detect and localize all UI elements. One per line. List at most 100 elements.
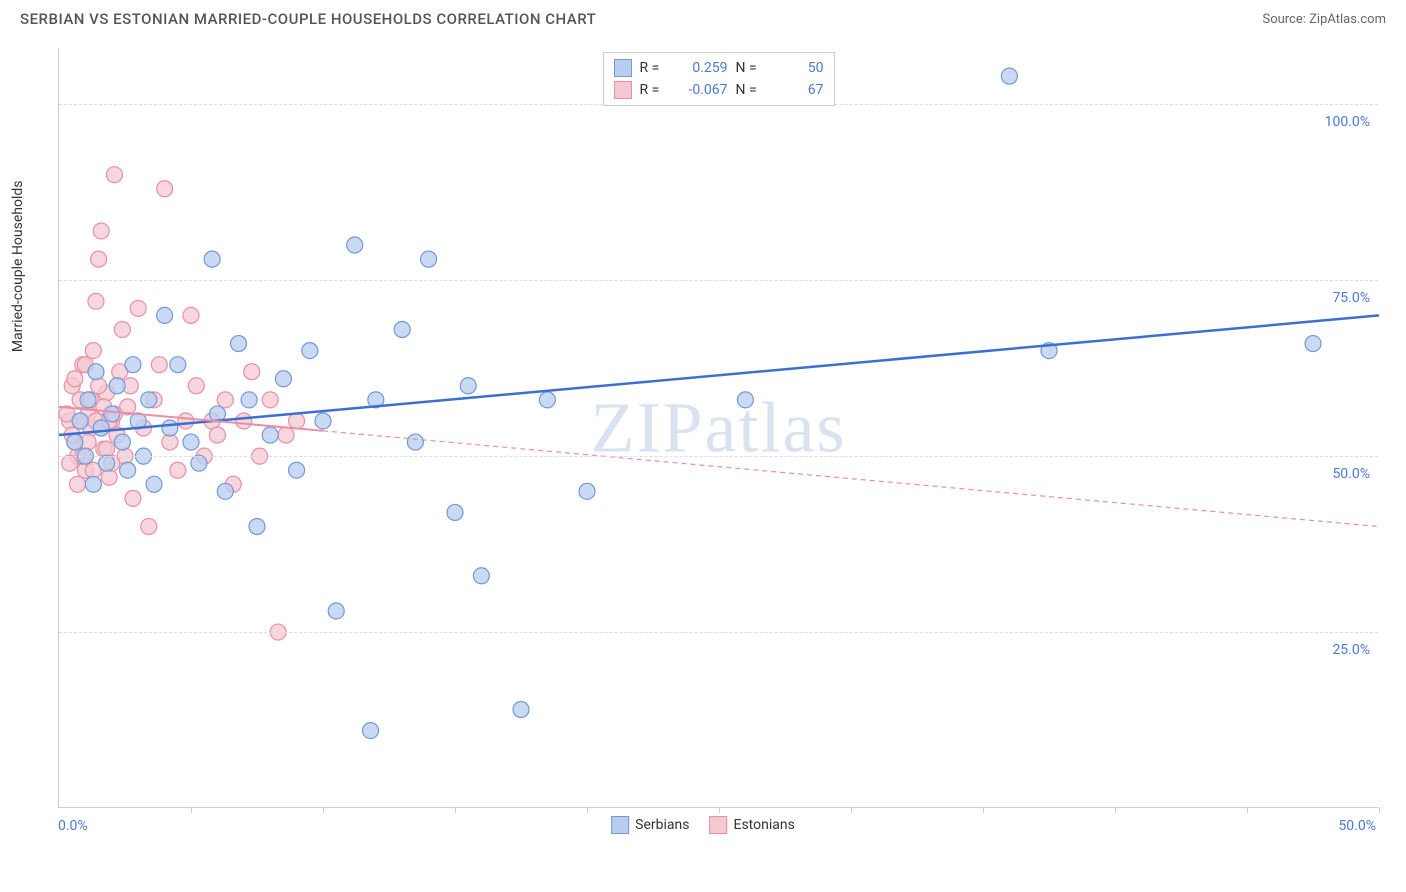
data-point: [85, 343, 101, 359]
data-point: [85, 476, 101, 492]
data-point: [231, 336, 247, 352]
y-tick-label: 25.0%: [1332, 642, 1370, 658]
data-point: [125, 490, 141, 506]
x-tick: [455, 807, 456, 813]
data-point: [141, 519, 157, 535]
data-point: [178, 413, 194, 429]
data-point: [93, 420, 109, 436]
data-point: [93, 223, 109, 239]
x-tick: [1247, 807, 1248, 813]
data-point: [579, 483, 595, 499]
data-point: [289, 462, 305, 478]
y-tick-label: 75.0%: [1332, 290, 1370, 306]
x-tick: [719, 807, 720, 813]
data-point: [278, 427, 294, 443]
data-point: [394, 321, 410, 337]
source-label: Source: ZipAtlas.com: [1262, 12, 1386, 27]
y-tick-label: 100.0%: [1325, 114, 1370, 130]
data-point: [120, 462, 136, 478]
data-point: [114, 434, 130, 450]
scatter-svg: [59, 48, 1378, 807]
y-axis-title: Married-couple Households: [10, 180, 26, 352]
data-point: [315, 413, 331, 429]
data-point: [183, 307, 199, 323]
data-point: [236, 413, 252, 429]
data-point: [130, 300, 146, 316]
x-tick: [1379, 807, 1380, 813]
data-point: [104, 406, 120, 422]
data-point: [188, 378, 204, 394]
data-point: [447, 504, 463, 520]
data-point: [151, 357, 167, 373]
data-point: [141, 392, 157, 408]
legend-label: Estonians: [734, 817, 795, 833]
gridline: [59, 632, 1378, 633]
chart-plot-area: ZIPatlas R =0.259N =50R =-0.067N =67 25.…: [58, 48, 1378, 808]
n-label: N =: [736, 60, 764, 76]
gridline: [59, 280, 1378, 281]
data-point: [106, 167, 122, 183]
n-value: 67: [772, 82, 824, 98]
data-point: [157, 181, 173, 197]
data-point: [460, 378, 476, 394]
data-point: [101, 469, 117, 485]
data-point: [114, 321, 130, 337]
data-point: [328, 603, 344, 619]
data-point: [421, 251, 437, 267]
data-point: [146, 476, 162, 492]
x-tick: [587, 807, 588, 813]
data-point: [262, 427, 278, 443]
data-point: [217, 392, 233, 408]
y-tick-label: 50.0%: [1332, 466, 1370, 482]
legend-series: Serbians Estonians: [611, 816, 795, 834]
data-point: [1305, 336, 1321, 352]
r-label: R =: [640, 60, 668, 76]
data-point: [513, 701, 529, 717]
r-value: -0.067: [676, 82, 728, 98]
x-tick: [851, 807, 852, 813]
data-point: [67, 434, 83, 450]
data-point: [162, 420, 178, 436]
data-point: [88, 293, 104, 309]
legend-swatch: [710, 816, 728, 834]
header: SERBIAN VS ESTONIAN MARRIED-COUPLE HOUSE…: [0, 0, 1406, 36]
data-point: [262, 392, 278, 408]
legend-label: Serbians: [635, 817, 689, 833]
data-point: [275, 371, 291, 387]
x-axis-max-label: 50.0%: [1338, 818, 1376, 834]
data-point: [217, 483, 233, 499]
data-point: [539, 392, 555, 408]
r-value: 0.259: [676, 60, 728, 76]
x-tick: [323, 807, 324, 813]
data-point: [347, 237, 363, 253]
chart-title: SERBIAN VS ESTONIAN MARRIED-COUPLE HOUSE…: [20, 10, 596, 28]
legend-swatch: [611, 816, 629, 834]
legend-swatch: [614, 59, 632, 77]
data-point: [1001, 68, 1017, 84]
data-point: [157, 307, 173, 323]
data-point: [241, 392, 257, 408]
data-point: [183, 434, 199, 450]
data-point: [91, 251, 107, 267]
data-point: [407, 434, 423, 450]
data-point: [363, 723, 379, 739]
data-point: [125, 357, 141, 373]
data-point: [91, 378, 107, 394]
data-point: [191, 455, 207, 471]
n-label: N =: [736, 82, 764, 98]
legend-swatch: [614, 81, 632, 99]
data-point: [289, 413, 305, 429]
x-tick: [1115, 807, 1116, 813]
data-point: [170, 357, 186, 373]
data-point: [109, 378, 125, 394]
legend-correlation-box: R =0.259N =50R =-0.067N =67: [603, 52, 835, 106]
legend-correlation-row: R = -0.067 N = 67: [614, 79, 824, 101]
data-point: [204, 251, 220, 267]
r-label: R =: [640, 82, 668, 98]
gridline: [59, 456, 1378, 457]
legend-correlation-row: R =0.259N =50: [614, 57, 824, 79]
data-point: [99, 455, 115, 471]
x-axis-min-label: 0.0%: [58, 818, 88, 834]
x-tick: [983, 807, 984, 813]
data-point: [69, 476, 85, 492]
